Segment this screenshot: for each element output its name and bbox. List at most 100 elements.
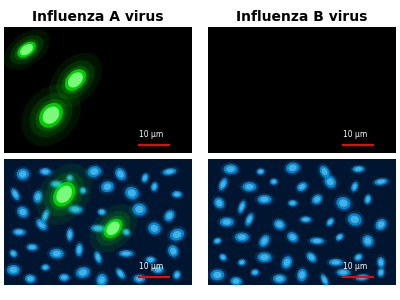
Ellipse shape: [172, 191, 182, 198]
Ellipse shape: [223, 219, 231, 225]
Ellipse shape: [20, 209, 26, 215]
Ellipse shape: [122, 251, 130, 256]
Ellipse shape: [148, 222, 161, 234]
Ellipse shape: [257, 169, 264, 175]
Ellipse shape: [297, 182, 307, 191]
Ellipse shape: [350, 216, 359, 223]
Ellipse shape: [334, 194, 353, 212]
Ellipse shape: [59, 274, 69, 281]
Ellipse shape: [19, 171, 26, 178]
Ellipse shape: [68, 176, 72, 180]
Ellipse shape: [68, 231, 72, 238]
Ellipse shape: [238, 259, 246, 266]
Ellipse shape: [373, 217, 389, 232]
Ellipse shape: [134, 274, 145, 283]
Ellipse shape: [334, 232, 345, 242]
Ellipse shape: [253, 271, 257, 274]
Ellipse shape: [322, 173, 338, 190]
Ellipse shape: [73, 265, 92, 280]
Ellipse shape: [130, 201, 149, 218]
Ellipse shape: [96, 207, 107, 217]
Ellipse shape: [39, 103, 63, 128]
Ellipse shape: [153, 266, 164, 273]
Ellipse shape: [219, 254, 227, 261]
Ellipse shape: [328, 220, 332, 224]
Ellipse shape: [124, 230, 128, 234]
Ellipse shape: [40, 168, 51, 175]
Ellipse shape: [68, 206, 82, 213]
Ellipse shape: [273, 274, 286, 283]
Ellipse shape: [89, 204, 137, 253]
Ellipse shape: [326, 218, 334, 226]
Ellipse shape: [280, 254, 294, 271]
Ellipse shape: [98, 209, 106, 215]
Ellipse shape: [121, 227, 132, 237]
Ellipse shape: [221, 162, 240, 176]
Ellipse shape: [30, 93, 72, 137]
Ellipse shape: [36, 219, 47, 230]
Ellipse shape: [57, 272, 71, 283]
Ellipse shape: [210, 269, 224, 280]
Ellipse shape: [98, 276, 105, 284]
Ellipse shape: [295, 266, 309, 284]
Ellipse shape: [295, 180, 309, 193]
Ellipse shape: [170, 248, 176, 254]
Ellipse shape: [299, 271, 305, 279]
Ellipse shape: [310, 193, 324, 206]
Ellipse shape: [212, 196, 226, 211]
Text: Influenza A virus: Influenza A virus: [32, 10, 164, 24]
Text: 10 μm: 10 μm: [342, 262, 367, 271]
Ellipse shape: [50, 249, 64, 258]
Ellipse shape: [29, 245, 36, 249]
Ellipse shape: [94, 226, 102, 230]
Ellipse shape: [221, 255, 225, 260]
Ellipse shape: [356, 274, 369, 281]
Ellipse shape: [233, 279, 240, 284]
Ellipse shape: [255, 193, 274, 206]
Ellipse shape: [144, 255, 158, 265]
Ellipse shape: [299, 184, 305, 189]
Ellipse shape: [236, 258, 247, 267]
Ellipse shape: [65, 173, 74, 182]
Ellipse shape: [10, 227, 28, 237]
Ellipse shape: [215, 239, 220, 243]
Ellipse shape: [42, 264, 49, 271]
Ellipse shape: [312, 194, 322, 204]
Ellipse shape: [348, 213, 362, 226]
Ellipse shape: [151, 182, 158, 191]
Ellipse shape: [94, 251, 102, 263]
Ellipse shape: [258, 170, 263, 173]
Ellipse shape: [235, 232, 249, 242]
Ellipse shape: [352, 166, 364, 172]
Ellipse shape: [50, 178, 79, 210]
Ellipse shape: [172, 269, 182, 281]
Ellipse shape: [288, 200, 297, 206]
Ellipse shape: [81, 188, 85, 193]
Ellipse shape: [240, 203, 244, 211]
Ellipse shape: [65, 226, 74, 243]
Ellipse shape: [151, 225, 158, 232]
Ellipse shape: [15, 204, 31, 219]
Ellipse shape: [325, 216, 336, 228]
Ellipse shape: [104, 183, 111, 190]
Ellipse shape: [276, 221, 283, 228]
Ellipse shape: [96, 254, 100, 261]
Ellipse shape: [48, 179, 65, 189]
Ellipse shape: [377, 180, 385, 184]
Ellipse shape: [163, 168, 176, 175]
Ellipse shape: [17, 207, 28, 217]
Ellipse shape: [94, 271, 109, 289]
Text: 10 μm: 10 μm: [138, 262, 163, 271]
Ellipse shape: [21, 84, 81, 146]
Ellipse shape: [80, 187, 86, 194]
Ellipse shape: [220, 181, 226, 188]
Ellipse shape: [269, 177, 279, 186]
Ellipse shape: [68, 72, 83, 88]
Ellipse shape: [104, 219, 122, 238]
Ellipse shape: [91, 225, 105, 232]
Ellipse shape: [142, 173, 148, 182]
Ellipse shape: [313, 239, 321, 243]
Ellipse shape: [7, 265, 20, 275]
Ellipse shape: [170, 229, 184, 241]
Ellipse shape: [274, 219, 285, 230]
